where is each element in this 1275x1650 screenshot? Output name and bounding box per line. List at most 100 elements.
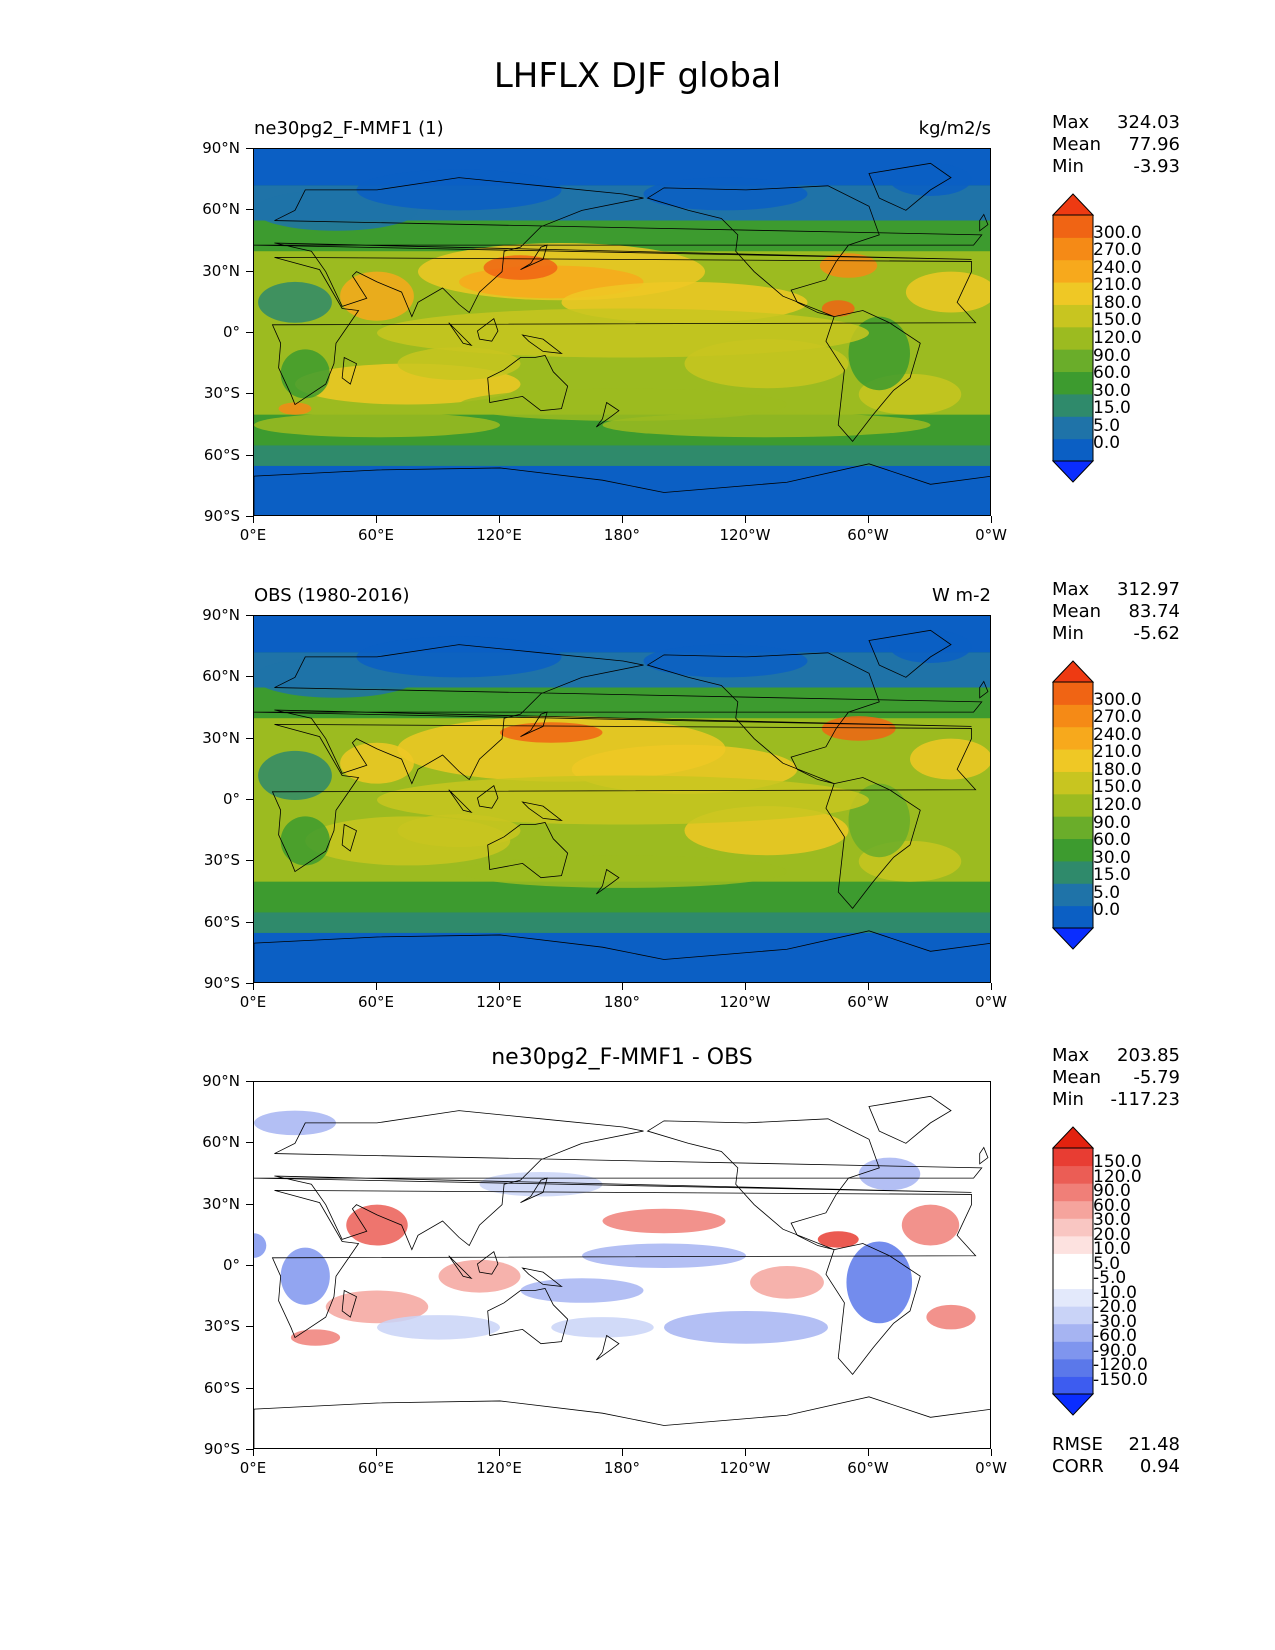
x-tick	[376, 983, 377, 990]
stat-min: Min -3.93	[1052, 156, 1180, 178]
coastline	[825, 777, 921, 909]
coastline	[487, 822, 569, 879]
x-tick-label: 60°E	[357, 993, 395, 1011]
colorbar-extend-bottom	[1051, 460, 1095, 483]
field-patch	[280, 816, 330, 866]
field-patch	[582, 1243, 746, 1269]
colorbar-tick-label: -150.0	[1093, 1369, 1148, 1390]
colorbar-segment	[1053, 416, 1093, 440]
coastline	[596, 401, 620, 428]
coastline	[476, 1251, 499, 1275]
coastline	[254, 463, 990, 515]
coastline	[341, 1289, 357, 1318]
coastline	[520, 1177, 548, 1203]
coastline	[254, 1110, 983, 1251]
colorbar-segment	[1053, 771, 1093, 795]
y-tick-label: 30°N	[202, 728, 240, 747]
x-tick-label: 180°	[603, 993, 641, 1011]
coastline	[596, 1334, 620, 1361]
x-tick-label: 60°W	[847, 993, 889, 1011]
coastline	[487, 1288, 569, 1345]
x-tick	[622, 983, 623, 990]
x-tick	[745, 516, 746, 523]
y-tick-label: 90°S	[203, 974, 240, 992]
coastline	[521, 334, 563, 354]
field-patch	[889, 630, 972, 664]
stat-mean-value: 77.96	[1128, 134, 1180, 155]
y-tick	[246, 270, 253, 272]
x-tick	[622, 516, 623, 523]
colorbar-tick-label: 30.0	[1093, 380, 1131, 401]
stats-box: Max 324.03 Mean 77.96 Min -3.93	[1052, 112, 1180, 178]
y-tick-label: 90°S	[203, 507, 240, 525]
coastline	[868, 1095, 952, 1144]
coastline	[521, 1267, 563, 1287]
figure-title: LHFLX DJF global	[493, 56, 782, 96]
y-tick	[246, 1449, 253, 1450]
stat-max: Max 203.85	[1052, 1045, 1180, 1067]
field-patch	[377, 308, 869, 358]
stat-mean: Mean 83.74	[1052, 601, 1180, 623]
x-tick-label: 60°E	[357, 1459, 395, 1477]
x-tick-label: 120°E	[476, 526, 522, 544]
x-tick-label: 0°E	[239, 526, 267, 544]
colorbar-tick-label: 270.0	[1093, 707, 1142, 728]
metrics-box: RMSE 21.48 CORR 0.94	[1052, 1434, 1180, 1478]
field-patch	[551, 1317, 654, 1338]
field-patch	[821, 716, 896, 741]
field-patch	[254, 1233, 267, 1258]
colorbar-tick-label: -10.0	[1093, 1282, 1137, 1303]
field-patch	[459, 388, 787, 421]
y-tick	[246, 983, 253, 984]
coastline	[487, 355, 569, 412]
colorbar-segment	[1053, 682, 1093, 705]
colorbar-segment	[1053, 1235, 1093, 1254]
stat-mean: Mean 77.96	[1052, 134, 1180, 156]
y-tick-label: 30°N	[202, 261, 240, 280]
colorbar-segment	[1053, 838, 1093, 862]
coastline	[596, 868, 620, 895]
colorbar-segment	[1053, 860, 1093, 884]
field-patch	[479, 1171, 603, 1197]
x-tick-label: 60°W	[847, 1459, 889, 1477]
y-tick-label: 0°	[222, 790, 240, 808]
map-canvas	[254, 149, 990, 515]
coastline	[476, 318, 499, 342]
stat-max-value: 312.97	[1117, 579, 1180, 600]
colorbar-tick-label: 60.0	[1093, 830, 1131, 851]
colorbar-segment	[1053, 371, 1093, 395]
colorbar-tick-label: 5.0	[1093, 882, 1121, 903]
stat-max-label: Max	[1052, 579, 1090, 600]
x-tick-label: 0°W	[975, 993, 1007, 1011]
colorbar-tick-label: 0.0	[1093, 433, 1121, 454]
lat-band	[254, 445, 990, 466]
x-tick	[253, 1449, 254, 1456]
coastline	[254, 644, 983, 785]
colorbar-segment	[1053, 816, 1093, 840]
stat-min-value: -5.62	[1133, 623, 1180, 644]
field-patch	[821, 300, 855, 317]
colorbar	[1051, 660, 1172, 954]
x-tick-label: 60°E	[357, 526, 395, 544]
y-tick	[246, 615, 253, 616]
colorbar-tick-label: 150.0	[1093, 310, 1142, 331]
stat-mean-label: Mean	[1052, 1067, 1102, 1088]
stats-box: Max 312.97 Mean 83.74 Min -5.62	[1052, 579, 1180, 645]
metric-rmse: RMSE 21.48	[1052, 1434, 1180, 1456]
coastline	[520, 244, 548, 270]
field-patch	[643, 177, 808, 211]
colorbar-segment	[1053, 1218, 1093, 1237]
stat-min: Min -5.62	[1052, 623, 1180, 645]
map-panel	[253, 1081, 991, 1449]
y-tick	[246, 1265, 253, 1266]
map-panel	[253, 615, 991, 983]
y-tick-label: 30°S	[203, 384, 240, 403]
field-patch	[280, 349, 330, 399]
y-tick	[246, 332, 253, 333]
colorbar-tick-label: 180.0	[1093, 292, 1142, 313]
lat-band	[254, 149, 990, 186]
y-tick-label: 0°	[222, 1256, 240, 1274]
field-patch	[664, 1310, 828, 1344]
stat-max-value: 324.03	[1117, 112, 1180, 133]
lat-band	[254, 932, 990, 982]
